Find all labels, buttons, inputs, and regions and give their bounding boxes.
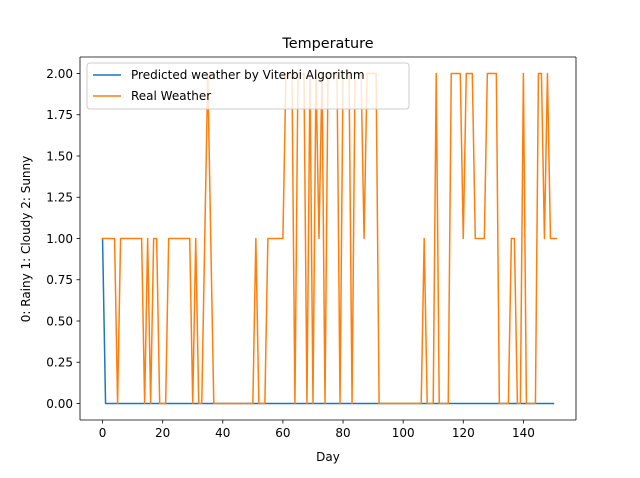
x-tick-label: 100 <box>392 426 415 440</box>
x-tick-label: 20 <box>155 426 170 440</box>
y-tick-label: 2.00 <box>46 67 73 81</box>
legend-label-real: Real Weather <box>131 89 211 103</box>
x-axis-ticks: 0 20 40 60 80 100 120 140 <box>99 420 535 440</box>
y-tick-label: 1.25 <box>46 191 73 205</box>
y-tick-label: 1.50 <box>46 149 73 163</box>
legend-box <box>86 62 410 110</box>
x-tick-label: 60 <box>275 426 290 440</box>
x-tick-label: 140 <box>512 426 535 440</box>
y-axis-ticks: 0.00 0.25 0.50 0.75 1.00 1.25 1.50 1.75 2.00 <box>46 67 80 411</box>
legend: Predicted weather by Viterbi Algorithm R… <box>86 62 410 110</box>
y-tick-label: 0.00 <box>46 397 73 411</box>
x-tick-label: 0 <box>99 426 107 440</box>
y-tick-label: 0.25 <box>46 356 73 370</box>
y-tick-label: 0.50 <box>46 314 73 328</box>
x-tick-label: 80 <box>335 426 350 440</box>
y-tick-label: 1.75 <box>46 108 73 122</box>
x-tick-label: 40 <box>215 426 230 440</box>
chart-title: Temperature <box>281 36 373 52</box>
y-tick-label: 0.75 <box>46 273 73 287</box>
x-axis-label: Day <box>316 450 340 464</box>
y-axis-label: 0: Rainy 1: Cloudy 2: Sunny <box>19 156 33 323</box>
legend-label-predicted: Predicted weather by Viterbi Algorithm <box>131 68 365 82</box>
x-tick-label: 120 <box>452 426 475 440</box>
y-tick-label: 1.00 <box>46 232 73 246</box>
series-line-predicted <box>101 237 555 405</box>
